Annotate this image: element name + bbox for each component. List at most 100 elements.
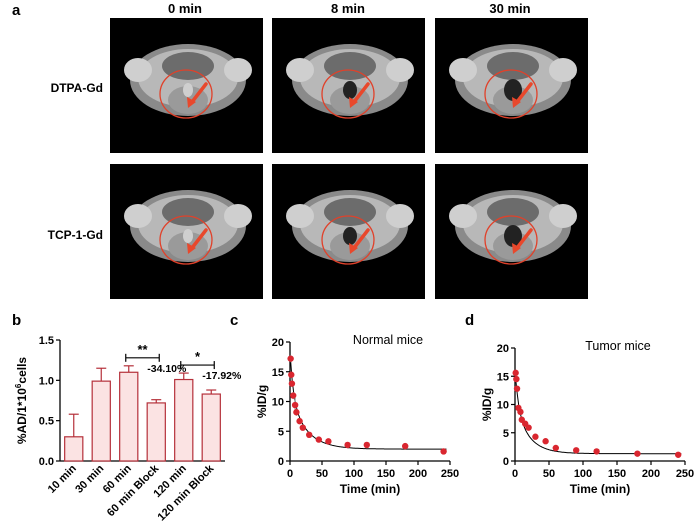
- data-point: [512, 369, 519, 377]
- x-tick-label: 150: [377, 468, 395, 480]
- y-tick-label: 1.5: [39, 335, 54, 347]
- mri-slice-r0-c0: [110, 18, 263, 153]
- x-tick-label: 100: [345, 468, 363, 480]
- x-tick-label: 50: [316, 468, 328, 480]
- ear-left: [449, 204, 477, 228]
- data-point: [293, 409, 300, 416]
- y-tick-label: 20: [497, 343, 509, 355]
- arrow-head: [512, 243, 521, 254]
- mri-slice-r0-c2: [435, 18, 588, 153]
- brain-region: [162, 198, 214, 226]
- data-point: [363, 441, 370, 449]
- data-point: [542, 438, 549, 445]
- data-point: [288, 371, 295, 378]
- arrow-shaft: [190, 228, 208, 250]
- ear-right: [224, 204, 252, 228]
- y-tick-label: 0.5: [39, 416, 54, 428]
- tumor-spot: [183, 83, 193, 97]
- arrow-head: [187, 97, 196, 108]
- mri-slice-r1-c2: [435, 164, 588, 299]
- data-point: [513, 385, 521, 392]
- bar: [146, 402, 166, 462]
- y-tick-label: 10: [272, 397, 284, 409]
- x-tick-label: 50: [543, 468, 555, 480]
- bar: [174, 378, 194, 462]
- roi-circle: [484, 215, 538, 265]
- bar: [91, 380, 111, 462]
- mri-slice-r1-c1: [272, 164, 425, 299]
- panel-c-letter: c: [230, 312, 239, 329]
- data-point: [291, 401, 299, 409]
- ear-left: [124, 58, 152, 82]
- x-tick-label: 200: [642, 468, 660, 480]
- row-label-tcp-1-gd: TCP-1-Gd: [47, 228, 103, 242]
- ear-left: [124, 204, 152, 228]
- arrow-head: [512, 97, 521, 108]
- panel-a-letter: a: [12, 2, 21, 19]
- mri-slice-r0-c1: [272, 18, 425, 153]
- x-axis-label: Time (min): [570, 482, 630, 496]
- data-point: [287, 355, 294, 362]
- x-tick-label: 100: [574, 468, 592, 480]
- arrow-shaft: [515, 82, 533, 104]
- data-point: [513, 375, 520, 383]
- y-tick-label: 0.0: [39, 456, 54, 468]
- bar: [64, 436, 84, 462]
- data-point: [315, 436, 322, 443]
- data-point: [288, 380, 296, 387]
- data-point: [634, 450, 641, 457]
- ear-left: [286, 58, 314, 82]
- data-point: [573, 447, 580, 454]
- arrow-head: [349, 97, 358, 108]
- fit-curve: [289, 356, 447, 450]
- arrow-shaft: [352, 82, 370, 104]
- significance-stars: **: [137, 342, 148, 357]
- data-point: [344, 441, 351, 449]
- y-tick-label: 0: [278, 456, 284, 468]
- x-tick-label: 0: [512, 468, 518, 480]
- y-tick-label: 5: [278, 426, 284, 438]
- y-axis-label: %AD/1*106cells: [14, 357, 29, 445]
- data-point: [325, 438, 332, 445]
- y-tick-label: 20: [272, 337, 284, 349]
- percent-change-label: -17.92%: [202, 370, 242, 382]
- roi-circle: [321, 215, 375, 265]
- arrow-head: [187, 243, 196, 254]
- data-point: [299, 424, 306, 431]
- column-header-8min: 8 min: [331, 1, 365, 16]
- y-tick-label: 0: [503, 456, 509, 468]
- data-point: [593, 448, 600, 455]
- brain-region: [162, 52, 214, 80]
- ear-left: [286, 204, 314, 228]
- data-point: [402, 442, 409, 450]
- x-tick-label: 250: [676, 468, 694, 480]
- roi-circle: [159, 69, 213, 119]
- data-point: [525, 424, 532, 431]
- data-point: [290, 392, 297, 399]
- ear-right: [386, 204, 414, 228]
- column-header-0min: 0 min: [168, 1, 202, 16]
- arrow-shaft: [190, 82, 208, 104]
- data-point: [517, 408, 524, 416]
- tumor-spot: [183, 229, 193, 243]
- column-header-30min: 30 min: [489, 1, 531, 16]
- panel-b-letter: b: [12, 312, 22, 329]
- row-label-dtpa-gd: DTPA-Gd: [50, 81, 103, 95]
- tumor-spot: [343, 81, 357, 99]
- chart-title: Tumor mice: [585, 339, 651, 353]
- y-axis-label: %ID/g: [480, 388, 494, 421]
- data-point: [296, 417, 303, 425]
- y-tick-label: 5: [503, 428, 509, 440]
- y-tick-label: 10: [497, 400, 509, 412]
- ear-right: [386, 58, 414, 82]
- ear-left: [449, 58, 477, 82]
- data-point: [532, 433, 539, 440]
- ear-right: [224, 58, 252, 82]
- y-tick-label: 15: [497, 371, 509, 383]
- x-tick-label: 30 min: [73, 462, 106, 495]
- tumor-spot: [343, 227, 357, 245]
- fit-curve: [514, 373, 682, 455]
